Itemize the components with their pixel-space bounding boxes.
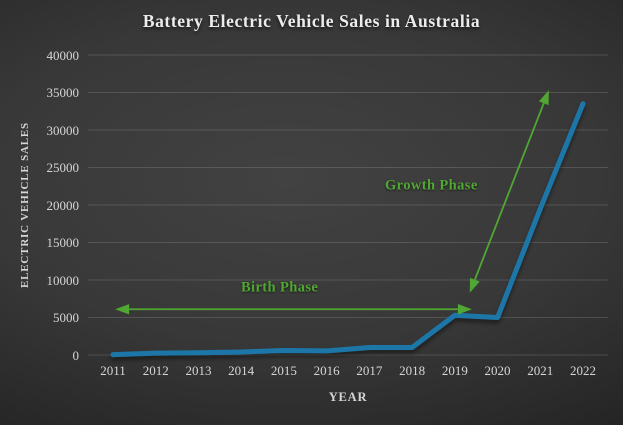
x-tick-label-2022: 2022	[569, 363, 596, 378]
birth-phase-arrowhead-end	[457, 304, 472, 315]
y-tick-label-30000: 30000	[46, 122, 80, 138]
x-tick-label-2011: 2011	[100, 363, 126, 378]
x-tick-label-2016: 2016	[313, 363, 340, 378]
x-tick-label-2014: 2014	[228, 363, 255, 378]
growth-phase-arrowhead-start	[469, 277, 480, 293]
y-tick-label-35000: 35000	[46, 85, 80, 100]
growth-phase-label: Growth Phase	[384, 177, 478, 194]
x-tick-label-2020: 2020	[484, 363, 511, 378]
y-tick-label-40000: 40000	[46, 47, 80, 63]
y-axis-title: ELECTRIC VEHICLE SALES	[19, 122, 31, 288]
x-tick-label-2012: 2012	[142, 363, 169, 378]
x-tick-label-2017: 2017	[356, 363, 383, 378]
x-tick-label-2019: 2019	[441, 363, 468, 378]
sales-line-series	[110, 101, 586, 358]
chart-title: Battery Electric Vehicle Sales in Austra…	[142, 11, 481, 31]
y-tick-label-10000: 10000	[46, 272, 80, 288]
x-tick-label-2013: 2013	[185, 363, 212, 378]
gridlines	[88, 54, 608, 356]
x-tick-label-2018: 2018	[399, 363, 426, 378]
y-tick-label-25000: 25000	[46, 160, 80, 175]
growth-phase-arrow-shaft	[474, 102, 545, 281]
y-tick-label-15000: 15000	[46, 235, 80, 250]
bev-sales-polyline	[110, 101, 586, 358]
y-tick-label-5000: 5000	[53, 310, 79, 325]
birth-phase-arrowhead-start	[115, 304, 130, 315]
x-tick-label-2021: 2021	[527, 363, 554, 378]
growth-phase-arrowhead-end	[538, 90, 549, 106]
y-tick-label-20000: 20000	[46, 197, 80, 213]
annotation-arrows	[115, 90, 549, 315]
y-tick-label-0: 0	[72, 347, 80, 363]
x-tick-label-2015: 2015	[270, 363, 297, 378]
birth-phase-label: Birth Phase	[240, 279, 319, 296]
x-axis-title: YEAR	[328, 390, 368, 404]
